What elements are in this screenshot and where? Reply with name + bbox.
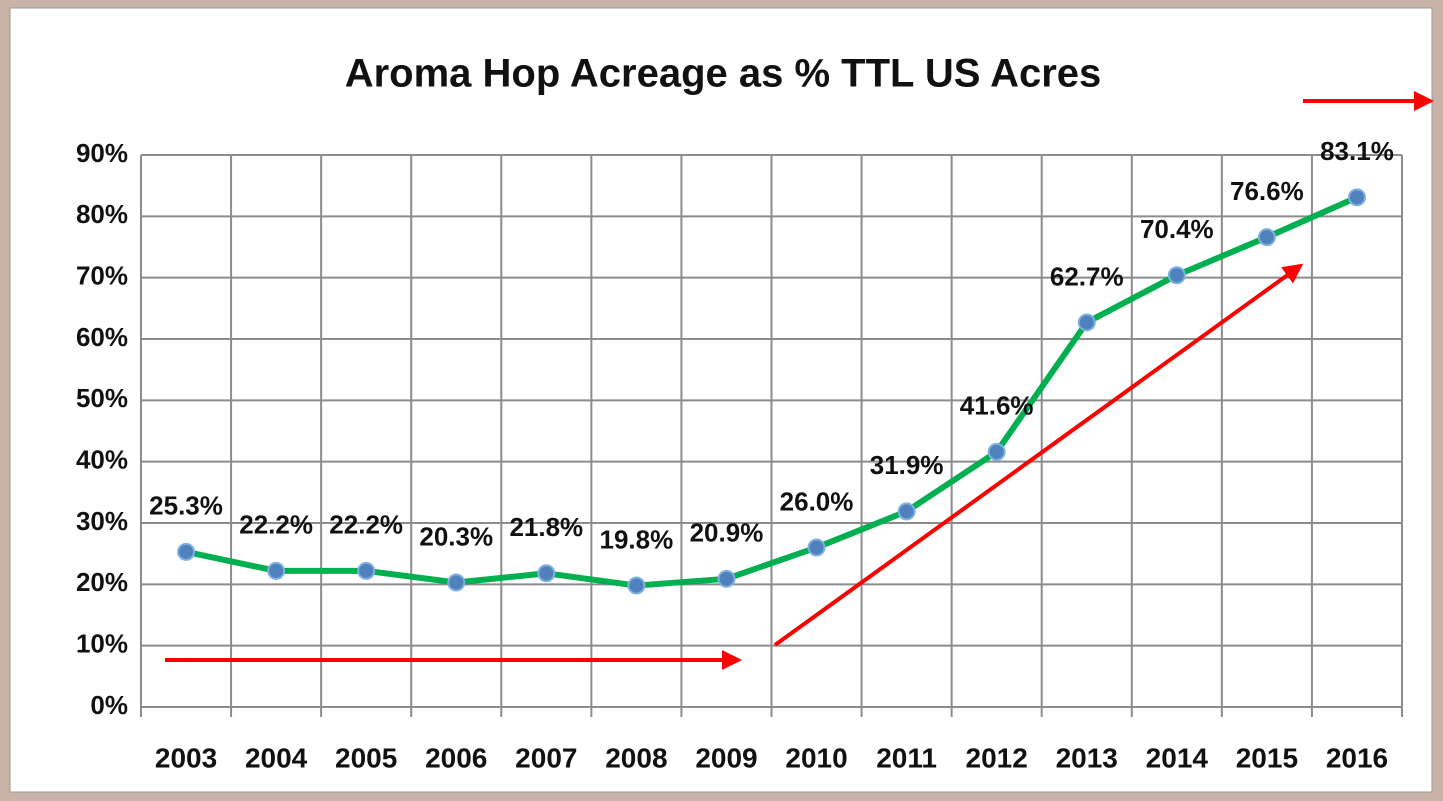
x-tick-label: 2006 [425,742,487,773]
data-label: 41.6% [960,391,1034,421]
x-tick-label: 2015 [1236,742,1298,773]
marker [1257,228,1276,247]
data-label: 83.1% [1320,136,1394,166]
y-tick-label: 80% [76,199,128,229]
x-tick-label: 2010 [785,742,847,773]
data-label: 25.3% [149,491,223,521]
data-label: 20.3% [419,521,493,551]
y-tick-label: 0% [90,690,128,720]
marker [357,561,376,580]
marker [537,564,556,583]
y-tick-label: 10% [76,629,128,659]
marker [717,569,736,588]
marker [897,502,916,521]
x-tick-label: 2012 [966,742,1028,773]
y-tick-label: 70% [76,261,128,291]
data-label: 62.7% [1050,261,1124,291]
annotation-arrow [773,263,1304,647]
x-tick-label: 2004 [245,742,308,773]
y-tick-label: 60% [76,322,128,352]
data-label: 19.8% [600,524,674,554]
x-tick-label: 2009 [695,742,757,773]
chart-title: Aroma Hop Acreage as % TTL US Acres [345,52,1102,96]
data-label: 70.4% [1140,214,1214,244]
marker [177,542,196,561]
x-tick-label: 2014 [1146,742,1209,773]
data-label: 22.2% [329,510,403,540]
x-tick-label: 2005 [335,742,397,773]
marker [1347,188,1366,207]
marker [627,576,646,595]
plot: 0% 10% 20% 30% 40% 50% 60% 70% 80% 90% 2003 2004 200… [76,136,1403,773]
y-tick-label: 30% [76,506,128,536]
data-label: 26.0% [780,486,854,516]
y-tick-label: 40% [76,445,128,475]
x-tick-label: 2016 [1326,742,1388,773]
data-label: 21.8% [509,512,583,542]
marker [987,442,1006,461]
marker [807,538,826,557]
x-tick-label: 2003 [155,742,217,773]
data-label: 20.9% [690,518,764,548]
x-tick-label: 2008 [605,742,667,773]
marker [447,573,466,592]
x-tick-label: 2013 [1056,742,1118,773]
y-tick-label: 90% [76,138,128,168]
data-label: 22.2% [239,510,313,540]
marker [1077,313,1096,332]
data-label: 31.9% [870,450,944,480]
marker [267,561,286,580]
data-label: 76.6% [1230,176,1304,206]
y-tick-label: 50% [76,383,128,413]
x-tick-label: 2007 [515,742,577,773]
x-tick-label: 2011 [876,742,937,773]
line [185,194,1359,589]
y-tick-label: 20% [76,567,128,597]
marker [1167,266,1186,285]
